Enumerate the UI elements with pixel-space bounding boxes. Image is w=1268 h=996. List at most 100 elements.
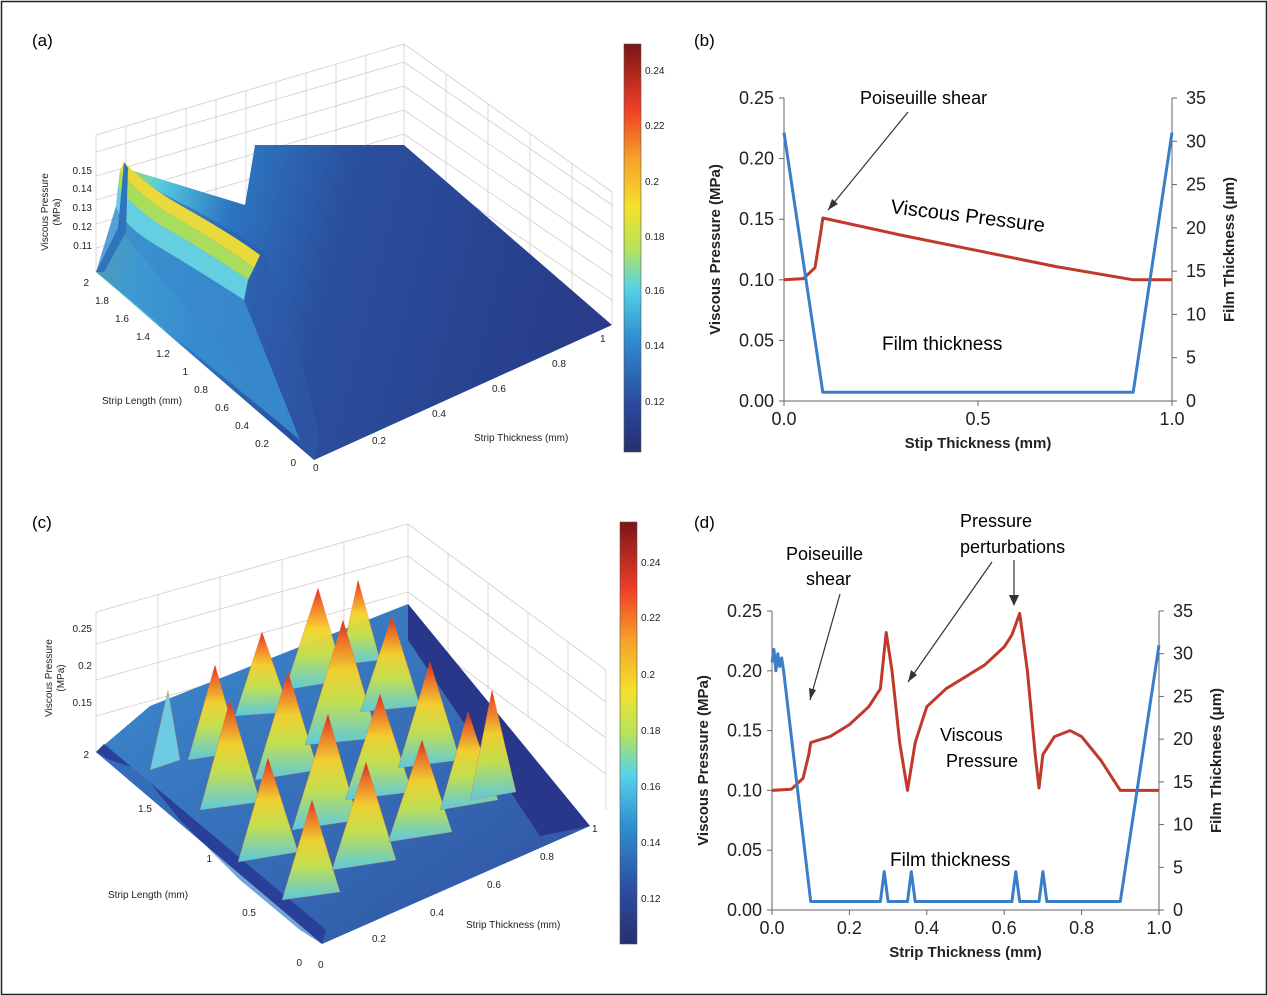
y2-tick-label: 25 <box>1173 686 1193 706</box>
y2-tick-label: 20 <box>1186 218 1206 238</box>
x-tick: 0 <box>318 960 324 971</box>
y-tick: 0.2 <box>255 439 269 450</box>
x-tick: 0.4 <box>430 908 444 919</box>
y-tick-label: 0.25 <box>727 601 762 621</box>
arrowhead <box>809 688 816 700</box>
y-tick: 1.5 <box>138 804 152 815</box>
colorbar-tick: 0.18 <box>641 726 661 737</box>
y2-tick-label: 35 <box>1186 88 1206 108</box>
colorbar-tick: 0.24 <box>645 66 665 77</box>
annotation-pressure-label: Pressure <box>946 751 1018 771</box>
annotation-poiseuille-shear: Poiseuille shear <box>860 88 987 108</box>
x-tick: 0 <box>313 463 319 474</box>
arrowhead <box>908 670 917 682</box>
arrowhead <box>1009 595 1019 606</box>
y2-tick-label: 5 <box>1186 348 1196 368</box>
x-tick: 1 <box>600 334 606 345</box>
y2-axis-label: Film Thickness (μm) <box>1221 177 1238 322</box>
annotation-film-thickness: Film thickness <box>882 334 1002 355</box>
arrowhead <box>828 199 838 210</box>
y2-tick-label: 0 <box>1186 391 1196 411</box>
annotation-perturbations: perturbations <box>960 537 1065 557</box>
x-axis: 0 0.2 0.4 0.6 0.8 1 Strip Thickness (mm) <box>313 334 606 474</box>
panel-d-line-chart: (d) 0.250.200.150.100.050.00353025201510… <box>694 511 1225 961</box>
z-tick: 0.14 <box>73 184 93 195</box>
annotation-film-thickness: Film thickness <box>890 850 1010 871</box>
annotation-arrow <box>907 561 993 683</box>
y2-tick-label: 10 <box>1173 815 1193 835</box>
x-tick: 0.8 <box>552 359 566 370</box>
panel-a-surface-plot: (a) <box>32 31 665 474</box>
z-tick: 0.15 <box>73 698 93 709</box>
x-tick-label: 1.0 <box>1159 409 1184 429</box>
annotation-arrow <box>809 593 841 701</box>
y-tick: 1 <box>206 854 212 865</box>
z-axis-label: Viscous Pressure(MPa) <box>40 173 63 251</box>
x-axis: 0 0.2 0.4 0.6 0.8 1 Strip Thickness (mm) <box>318 824 598 971</box>
colorbar-tick: 0.14 <box>645 341 665 352</box>
axis-box-grid <box>95 43 613 325</box>
z-axis: 0.15 0.14 0.13 0.12 0.11 Viscous Pressur… <box>40 166 92 252</box>
y-tick-label: 0.00 <box>727 900 762 920</box>
x-tick-label: 0.8 <box>1069 918 1094 938</box>
y-tick: 2 <box>83 278 89 289</box>
y-tick: 1.2 <box>156 349 170 360</box>
y-tick: 0 <box>296 958 302 969</box>
y2-tick-label: 15 <box>1173 772 1193 792</box>
y-axis: 2 1.8 1.6 1.4 1.2 1 0.8 0.6 0.4 0.2 0 St… <box>83 278 296 469</box>
panel-label: (b) <box>694 31 715 50</box>
y-tick-label: 0.00 <box>739 391 774 411</box>
y-tick: 1 <box>182 367 188 378</box>
annotation-viscous: Viscous <box>940 725 1003 745</box>
x-tick: 1 <box>592 824 598 835</box>
y-tick-label: 0.20 <box>727 661 762 681</box>
z-axis: 0.25 0.2 0.15 Viscous Pressure(MPa) <box>44 624 92 717</box>
z-tick: 0.12 <box>73 222 93 233</box>
colorbar-gradient <box>619 521 638 945</box>
y-tick: 1.4 <box>136 332 150 343</box>
colorbar-tick: 0.22 <box>645 121 665 132</box>
x-tick-label: 0.0 <box>759 918 784 938</box>
y-tick-label: 0.05 <box>739 330 774 350</box>
x-tick-label: 0.6 <box>992 918 1017 938</box>
y-tick-label: 0.15 <box>739 209 774 229</box>
z-tick: 0.15 <box>73 166 93 177</box>
y2-tick-label: 10 <box>1186 304 1206 324</box>
z-tick: 0.13 <box>73 203 93 214</box>
x-tick-label: 0.2 <box>837 918 862 938</box>
y-axis-label: Viscous Pressure (MPa) <box>695 675 712 846</box>
x-axis-label: Strip Thickness (mm) <box>474 433 568 444</box>
annotation-viscous-pressure: Viscous Pressure <box>889 196 1046 237</box>
annotation-arrow <box>827 111 909 211</box>
panel-label: (a) <box>32 31 53 50</box>
colorbar: 0.24 0.22 0.2 0.18 0.16 0.14 0.12 <box>619 521 661 945</box>
panel-b-line-chart: (b) 0.250.200.150.100.050.00353025201510… <box>694 31 1238 452</box>
x-axis-label: Stip Thickness (mm) <box>905 435 1052 452</box>
y2-tick-label: 35 <box>1173 601 1193 621</box>
pressure-series-line <box>771 611 1159 792</box>
x-tick-label: 1.0 <box>1146 918 1171 938</box>
y-tick-label: 0.25 <box>739 88 774 108</box>
film-series-line <box>782 132 1174 394</box>
y-tick: 0.5 <box>242 908 256 919</box>
y-tick: 0.8 <box>194 385 208 396</box>
film-series-line <box>770 644 1161 903</box>
y-axis-label: Viscous Pressure (MPa) <box>707 164 724 335</box>
y2-tick-label: 15 <box>1186 261 1206 281</box>
y-tick: 0.4 <box>235 421 249 432</box>
colorbar-tick: 0.24 <box>641 558 661 569</box>
y-tick: 0.6 <box>215 403 229 414</box>
y-axis-label: Strip Length (mm) <box>102 396 182 407</box>
colorbar-tick: 0.22 <box>641 613 661 624</box>
x-axis-label: Strip Thickness (mm) <box>889 944 1042 961</box>
z-axis-label: Viscous Pressure(MPa) <box>44 639 67 717</box>
y-tick-label: 0.10 <box>739 270 774 290</box>
colorbar-tick: 0.12 <box>645 397 665 408</box>
x-tick-label: 0.0 <box>771 409 796 429</box>
colorbar-tick: 0.16 <box>641 782 661 793</box>
z-tick: 0.2 <box>78 661 92 672</box>
y-axis: 2 1.5 1 0.5 0 Strip Length (mm) <box>83 750 302 969</box>
y-tick: 1.8 <box>95 296 109 307</box>
x-axis-label: Strip Thickness (mm) <box>466 920 560 931</box>
